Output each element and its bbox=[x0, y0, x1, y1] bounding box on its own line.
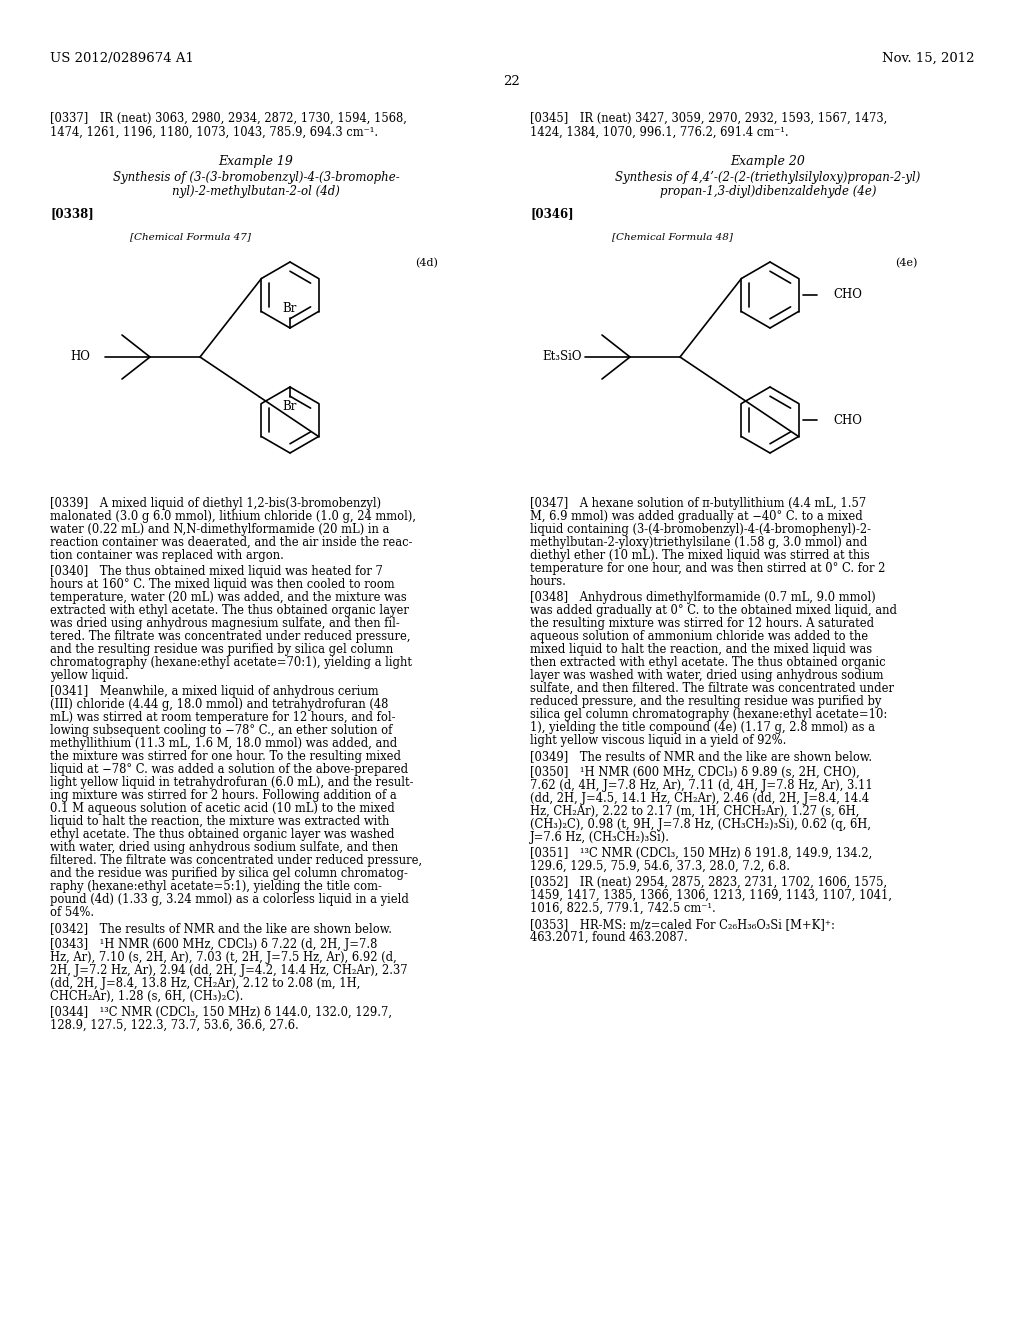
Text: [0341] Meanwhile, a mixed liquid of anhydrous cerium: [0341] Meanwhile, a mixed liquid of anhy… bbox=[50, 685, 379, 698]
Text: liquid to halt the reaction, the mixture was extracted with: liquid to halt the reaction, the mixture… bbox=[50, 814, 389, 828]
Text: pound (4d) (1.33 g, 3.24 mmol) as a colorless liquid in a yield: pound (4d) (1.33 g, 3.24 mmol) as a colo… bbox=[50, 894, 409, 906]
Text: [0337] IR (neat) 3063, 2980, 2934, 2872, 1730, 1594, 1568,: [0337] IR (neat) 3063, 2980, 2934, 2872,… bbox=[50, 112, 407, 125]
Text: hours.: hours. bbox=[530, 576, 567, 587]
Text: [0350] ¹H NMR (600 MHz, CDCl₃) δ 9.89 (s, 2H, CHO),: [0350] ¹H NMR (600 MHz, CDCl₃) δ 9.89 (s… bbox=[530, 766, 860, 779]
Text: temperature for one hour, and was then stirred at 0° C. for 2: temperature for one hour, and was then s… bbox=[530, 562, 886, 576]
Text: layer was washed with water, dried using anhydrous sodium: layer was washed with water, dried using… bbox=[530, 669, 884, 682]
Text: ethyl acetate. The thus obtained organic layer was washed: ethyl acetate. The thus obtained organic… bbox=[50, 828, 394, 841]
Text: CHO: CHO bbox=[833, 289, 862, 301]
Text: Hz, CH₂Ar), 2.22 to 2.17 (m, 1H, CHCH₂Ar), 1.27 (s, 6H,: Hz, CH₂Ar), 2.22 to 2.17 (m, 1H, CHCH₂Ar… bbox=[530, 805, 859, 818]
Text: light yellow liquid in tetrahydrofuran (6.0 mL), and the result-: light yellow liquid in tetrahydrofuran (… bbox=[50, 776, 414, 789]
Text: hours at 160° C. The mixed liquid was then cooled to room: hours at 160° C. The mixed liquid was th… bbox=[50, 578, 394, 591]
Text: (4d): (4d) bbox=[415, 257, 438, 268]
Text: with water, dried using anhydrous sodium sulfate, and then: with water, dried using anhydrous sodium… bbox=[50, 841, 398, 854]
Text: and the resulting residue was purified by silica gel column: and the resulting residue was purified b… bbox=[50, 643, 393, 656]
Text: 129.6, 129.5, 75.9, 54.6, 37.3, 28.0, 7.2, 6.8.: 129.6, 129.5, 75.9, 54.6, 37.3, 28.0, 7.… bbox=[530, 861, 790, 873]
Text: propan-1,3-diyl)dibenzaldehyde (4e): propan-1,3-diyl)dibenzaldehyde (4e) bbox=[659, 185, 877, 198]
Text: M, 6.9 mmol) was added gradually at −40° C. to a mixed: M, 6.9 mmol) was added gradually at −40°… bbox=[530, 510, 863, 523]
Text: Br: Br bbox=[283, 302, 297, 315]
Text: 463.2071, found 463.2087.: 463.2071, found 463.2087. bbox=[530, 931, 688, 944]
Text: temperature, water (20 mL) was added, and the mixture was: temperature, water (20 mL) was added, an… bbox=[50, 591, 407, 605]
Text: (dd, 2H, J=8.4, 13.8 Hz, CH₂Ar), 2.12 to 2.08 (m, 1H,: (dd, 2H, J=8.4, 13.8 Hz, CH₂Ar), 2.12 to… bbox=[50, 977, 360, 990]
Text: extracted with ethyl acetate. The thus obtained organic layer: extracted with ethyl acetate. The thus o… bbox=[50, 605, 409, 616]
Text: tion container was replaced with argon.: tion container was replaced with argon. bbox=[50, 549, 284, 562]
Text: (III) chloride (4.44 g, 18.0 mmol) and tetrahydrofuran (48: (III) chloride (4.44 g, 18.0 mmol) and t… bbox=[50, 698, 388, 711]
Text: aqueous solution of ammonium chloride was added to the: aqueous solution of ammonium chloride wa… bbox=[530, 630, 868, 643]
Text: liquid containing (3-(4-bromobenzyl)-4-(4-bromophenyl)-2-: liquid containing (3-(4-bromobenzyl)-4-(… bbox=[530, 523, 871, 536]
Text: methyllithium (11.3 mL, 1.6 M, 18.0 mmol) was added, and: methyllithium (11.3 mL, 1.6 M, 18.0 mmol… bbox=[50, 737, 397, 750]
Text: of 54%.: of 54%. bbox=[50, 906, 94, 919]
Text: [Chemical Formula 47]: [Chemical Formula 47] bbox=[130, 232, 251, 242]
Text: 2H, J=7.2 Hz, Ar), 2.94 (dd, 2H, J=4.2, 14.4 Hz, CH₂Ar), 2.37: 2H, J=7.2 Hz, Ar), 2.94 (dd, 2H, J=4.2, … bbox=[50, 964, 408, 977]
Text: 1474, 1261, 1196, 1180, 1073, 1043, 785.9, 694.3 cm⁻¹.: 1474, 1261, 1196, 1180, 1073, 1043, 785.… bbox=[50, 125, 378, 139]
Text: silica gel column chromatography (hexane:ethyl acetate=10:: silica gel column chromatography (hexane… bbox=[530, 708, 887, 721]
Text: malonated (3.0 g 6.0 mmol), lithium chloride (1.0 g, 24 mmol),: malonated (3.0 g 6.0 mmol), lithium chlo… bbox=[50, 510, 416, 523]
Text: lowing subsequent cooling to −78° C., an ether solution of: lowing subsequent cooling to −78° C., an… bbox=[50, 723, 392, 737]
Text: J=7.6 Hz, (CH₃CH₂)₃Si).: J=7.6 Hz, (CH₃CH₂)₃Si). bbox=[530, 832, 670, 843]
Text: raphy (hexane:ethyl acetate=5:1), yielding the title com-: raphy (hexane:ethyl acetate=5:1), yieldi… bbox=[50, 880, 382, 894]
Text: Example 19: Example 19 bbox=[218, 154, 294, 168]
Text: then extracted with ethyl acetate. The thus obtained organic: then extracted with ethyl acetate. The t… bbox=[530, 656, 886, 669]
Text: [0343] ¹H NMR (600 MHz, CDCl₃) δ 7.22 (d, 2H, J=7.8: [0343] ¹H NMR (600 MHz, CDCl₃) δ 7.22 (d… bbox=[50, 939, 378, 950]
Text: CHO: CHO bbox=[833, 413, 862, 426]
Text: US 2012/0289674 A1: US 2012/0289674 A1 bbox=[50, 51, 194, 65]
Text: 128.9, 127.5, 122.3, 73.7, 53.6, 36.6, 27.6.: 128.9, 127.5, 122.3, 73.7, 53.6, 36.6, 2… bbox=[50, 1019, 299, 1032]
Text: [0346]: [0346] bbox=[530, 207, 573, 220]
Text: ing mixture was stirred for 2 hours. Following addition of a: ing mixture was stirred for 2 hours. Fol… bbox=[50, 789, 396, 803]
Text: light yellow viscous liquid in a yield of 92%.: light yellow viscous liquid in a yield o… bbox=[530, 734, 786, 747]
Text: sulfate, and then filtered. The filtrate was concentrated under: sulfate, and then filtered. The filtrate… bbox=[530, 682, 894, 696]
Text: 22: 22 bbox=[504, 75, 520, 88]
Text: 7.62 (d, 4H, J=7.8 Hz, Ar), 7.11 (d, 4H, J=7.8 Hz, Ar), 3.11: 7.62 (d, 4H, J=7.8 Hz, Ar), 7.11 (d, 4H,… bbox=[530, 779, 872, 792]
Text: [0347] A hexane solution of π-butyllithium (4.4 mL, 1.57: [0347] A hexane solution of π-butyllithi… bbox=[530, 498, 866, 510]
Text: 1), yielding the title compound (4e) (1.17 g, 2.8 mmol) as a: 1), yielding the title compound (4e) (1.… bbox=[530, 721, 874, 734]
Text: nyl)-2-methylbutan-2-ol (4d): nyl)-2-methylbutan-2-ol (4d) bbox=[172, 185, 340, 198]
Text: mL) was stirred at room temperature for 12 hours, and fol-: mL) was stirred at room temperature for … bbox=[50, 711, 395, 723]
Text: Example 20: Example 20 bbox=[730, 154, 806, 168]
Text: was added gradually at 0° C. to the obtained mixed liquid, and: was added gradually at 0° C. to the obta… bbox=[530, 605, 897, 616]
Text: [0348] Anhydrous dimethylformamide (0.7 mL, 9.0 mmol): [0348] Anhydrous dimethylformamide (0.7 … bbox=[530, 591, 876, 605]
Text: liquid at −78° C. was added a solution of the above-prepared: liquid at −78° C. was added a solution o… bbox=[50, 763, 409, 776]
Text: tered. The filtrate was concentrated under reduced pressure,: tered. The filtrate was concentrated und… bbox=[50, 630, 411, 643]
Text: chromatography (hexane:ethyl acetate=70:1), yielding a light: chromatography (hexane:ethyl acetate=70:… bbox=[50, 656, 412, 669]
Text: 1016, 822.5, 779.1, 742.5 cm⁻¹.: 1016, 822.5, 779.1, 742.5 cm⁻¹. bbox=[530, 902, 716, 915]
Text: [0353] HR-MS: m/z=caled For C₂₆H₃₆O₃Si [M+K]⁺:: [0353] HR-MS: m/z=caled For C₂₆H₃₆O₃Si [… bbox=[530, 917, 835, 931]
Text: [0338]: [0338] bbox=[50, 207, 94, 220]
Text: Nov. 15, 2012: Nov. 15, 2012 bbox=[882, 51, 974, 65]
Text: 1459, 1417, 1385, 1366, 1306, 1213, 1169, 1143, 1107, 1041,: 1459, 1417, 1385, 1366, 1306, 1213, 1169… bbox=[530, 888, 892, 902]
Text: Synthesis of 4,4’-(2-(2-(triethylsilyloxy)propan-2-yl): Synthesis of 4,4’-(2-(2-(triethylsilylox… bbox=[615, 172, 921, 183]
Text: HO: HO bbox=[70, 351, 90, 363]
Text: (4e): (4e) bbox=[895, 257, 918, 268]
Text: Synthesis of (3-(3-bromobenzyl)-4-(3-bromophe-: Synthesis of (3-(3-bromobenzyl)-4-(3-bro… bbox=[113, 172, 399, 183]
Text: 0.1 M aqueous solution of acetic acid (10 mL) to the mixed: 0.1 M aqueous solution of acetic acid (1… bbox=[50, 803, 394, 814]
Text: the mixture was stirred for one hour. To the resulting mixed: the mixture was stirred for one hour. To… bbox=[50, 750, 401, 763]
Text: [0344] ¹³C NMR (CDCl₃, 150 MHz) δ 144.0, 132.0, 129.7,: [0344] ¹³C NMR (CDCl₃, 150 MHz) δ 144.0,… bbox=[50, 1006, 392, 1019]
Text: Et₃SiO: Et₃SiO bbox=[543, 351, 582, 363]
Text: CHCH₂Ar), 1.28 (s, 6H, (CH₃)₂C).: CHCH₂Ar), 1.28 (s, 6H, (CH₃)₂C). bbox=[50, 990, 244, 1003]
Text: [0342] The results of NMR and the like are shown below.: [0342] The results of NMR and the like a… bbox=[50, 921, 392, 935]
Text: (dd, 2H, J=4.5, 14.1 Hz, CH₂Ar), 2.46 (dd, 2H, J=8.4, 14.4: (dd, 2H, J=4.5, 14.1 Hz, CH₂Ar), 2.46 (d… bbox=[530, 792, 869, 805]
Text: filtered. The filtrate was concentrated under reduced pressure,: filtered. The filtrate was concentrated … bbox=[50, 854, 422, 867]
Text: was dried using anhydrous magnesium sulfate, and then fil-: was dried using anhydrous magnesium sulf… bbox=[50, 616, 399, 630]
Text: [0351] ¹³C NMR (CDCl₃, 150 MHz) δ 191.8, 149.9, 134.2,: [0351] ¹³C NMR (CDCl₃, 150 MHz) δ 191.8,… bbox=[530, 847, 872, 861]
Text: yellow liquid.: yellow liquid. bbox=[50, 669, 128, 682]
Text: Br: Br bbox=[283, 400, 297, 412]
Text: [0339] A mixed liquid of diethyl 1,2-bis(3-bromobenzyl): [0339] A mixed liquid of diethyl 1,2-bis… bbox=[50, 498, 381, 510]
Text: water (0.22 mL) and N,N-dimethylformamide (20 mL) in a: water (0.22 mL) and N,N-dimethylformamid… bbox=[50, 523, 389, 536]
Text: [0352] IR (neat) 2954, 2875, 2823, 2731, 1702, 1606, 1575,: [0352] IR (neat) 2954, 2875, 2823, 2731,… bbox=[530, 876, 887, 888]
Text: Hz, Ar), 7.10 (s, 2H, Ar), 7.03 (t, 2H, J=7.5 Hz, Ar), 6.92 (d,: Hz, Ar), 7.10 (s, 2H, Ar), 7.03 (t, 2H, … bbox=[50, 950, 396, 964]
Text: [0345] IR (neat) 3427, 3059, 2970, 2932, 1593, 1567, 1473,: [0345] IR (neat) 3427, 3059, 2970, 2932,… bbox=[530, 112, 887, 125]
Text: the resulting mixture was stirred for 12 hours. A saturated: the resulting mixture was stirred for 12… bbox=[530, 616, 874, 630]
Text: and the residue was purified by silica gel column chromatog-: and the residue was purified by silica g… bbox=[50, 867, 408, 880]
Text: [Chemical Formula 48]: [Chemical Formula 48] bbox=[612, 232, 733, 242]
Text: 1424, 1384, 1070, 996.1, 776.2, 691.4 cm⁻¹.: 1424, 1384, 1070, 996.1, 776.2, 691.4 cm… bbox=[530, 125, 788, 139]
Text: [0349] The results of NMR and the like are shown below.: [0349] The results of NMR and the like a… bbox=[530, 750, 872, 763]
Text: reaction container was deaerated, and the air inside the reac-: reaction container was deaerated, and th… bbox=[50, 536, 413, 549]
Text: [0340] The thus obtained mixed liquid was heated for 7: [0340] The thus obtained mixed liquid wa… bbox=[50, 565, 383, 578]
Text: methylbutan-2-yloxy)triethylsilane (1.58 g, 3.0 mmol) and: methylbutan-2-yloxy)triethylsilane (1.58… bbox=[530, 536, 867, 549]
Text: diethyl ether (10 mL). The mixed liquid was stirred at this: diethyl ether (10 mL). The mixed liquid … bbox=[530, 549, 869, 562]
Text: mixed liquid to halt the reaction, and the mixed liquid was: mixed liquid to halt the reaction, and t… bbox=[530, 643, 872, 656]
Text: (CH₃)₂C), 0.98 (t, 9H, J=7.8 Hz, (CH₃CH₂)₃Si), 0.62 (q, 6H,: (CH₃)₂C), 0.98 (t, 9H, J=7.8 Hz, (CH₃CH₂… bbox=[530, 818, 871, 832]
Text: reduced pressure, and the resulting residue was purified by: reduced pressure, and the resulting resi… bbox=[530, 696, 882, 708]
